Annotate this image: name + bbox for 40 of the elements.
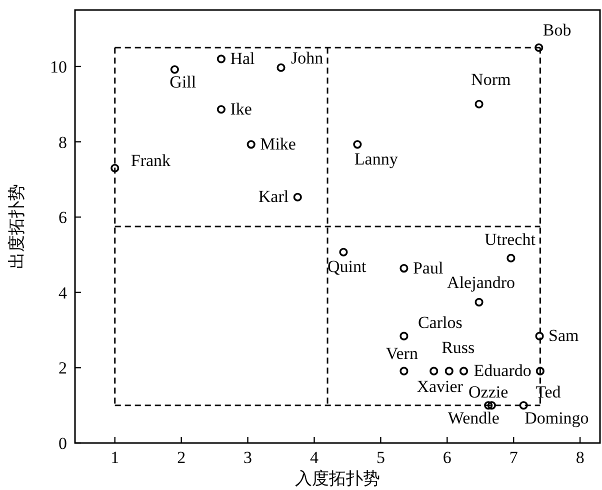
annotation: Ted: [536, 382, 562, 402]
annotation: Karl: [258, 187, 289, 206]
y-axis-title: 出度拓扑势: [7, 184, 26, 269]
y-tick-label: 8: [58, 132, 67, 152]
annotation: Domingo: [524, 408, 589, 428]
annotation: Alejandro: [447, 273, 516, 292]
x-tick-label: 2: [177, 448, 186, 467]
x-tick-label: 3: [244, 448, 252, 467]
annotation: Frank: [130, 151, 172, 170]
annotation: Bob: [542, 20, 572, 40]
x-tick-label: 8: [576, 448, 584, 467]
x-tick-label: 4: [310, 448, 319, 467]
annotation: Wendle: [448, 408, 500, 428]
annotation: Vern: [386, 344, 418, 364]
annotation: Ozzie: [468, 382, 508, 402]
y-tick-label: 4: [58, 283, 68, 302]
annotation: Eduardo: [474, 361, 532, 380]
annotation: Ike: [230, 99, 252, 118]
annotation: Lanny: [354, 149, 398, 168]
annotation: John: [291, 48, 324, 68]
annotation: Sam: [548, 326, 579, 346]
annotation: Gill: [170, 72, 196, 92]
x-axis-title: 入度拓扑势: [295, 469, 380, 488]
x-tick-label: 5: [376, 448, 385, 467]
annotation: Paul: [412, 258, 444, 278]
annotation: Mike: [260, 134, 296, 154]
annotation: Norm: [471, 70, 511, 90]
annotation: Hal: [230, 48, 256, 68]
x-tick-label: 1: [110, 448, 120, 467]
annotation: Quint: [327, 257, 366, 276]
y-tick-label: 2: [58, 358, 67, 378]
annotation: Utrecht: [484, 230, 536, 250]
annotation: Russ: [442, 338, 475, 358]
annotation: Carlos: [418, 313, 462, 332]
y-tick-label: 10: [50, 57, 67, 76]
y-tick-label: 6: [58, 208, 67, 228]
x-tick-label: 7: [509, 448, 518, 467]
annotation: Xavier: [416, 377, 464, 396]
x-tick-label: 6: [442, 448, 452, 467]
y-tick-label: 0: [58, 434, 67, 453]
